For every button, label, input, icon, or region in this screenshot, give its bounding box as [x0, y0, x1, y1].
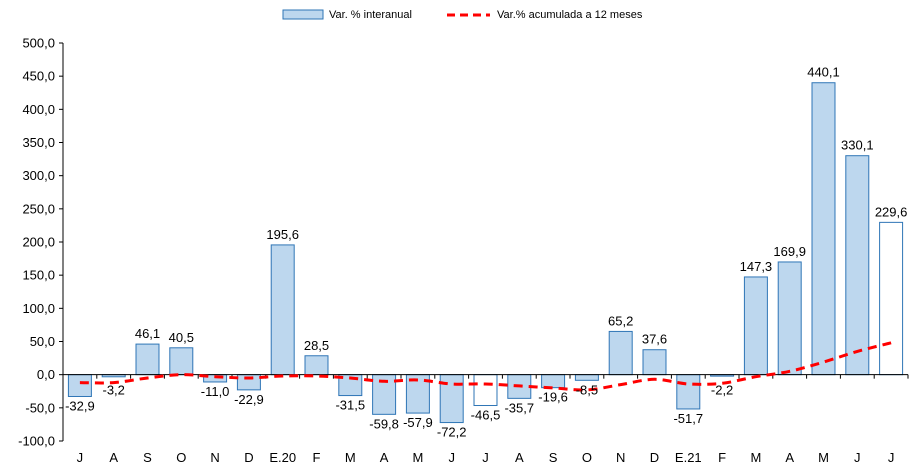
bar-series — [67, 82, 904, 424]
x-tick-label: F — [718, 450, 726, 465]
data-label: 440,1 — [807, 65, 840, 80]
data-label: 169,9 — [773, 244, 806, 259]
data-label: 40,5 — [169, 330, 194, 345]
y-axis: 500,0 450,0 400,0 350,0 300,0 250,0 200,0 150,0… — [18, 36, 64, 449]
bar — [67, 374, 92, 397]
data-label: 65,2 — [608, 313, 633, 328]
x-tick-label: J — [888, 450, 895, 465]
x-tick-label: N — [616, 450, 625, 465]
data-label: -3,2 — [102, 383, 124, 398]
data-label: -32,9 — [65, 398, 95, 413]
x-tick-label: J — [854, 450, 861, 465]
bar — [811, 82, 836, 376]
data-labels: -32,9 -3,2 46,1 40,5 -11,0 -22,9 195,6 28,5 -31,… — [65, 65, 907, 440]
x-tick-label: M — [750, 450, 761, 465]
y-tick-label: 150,0 — [22, 268, 55, 283]
bar — [777, 261, 802, 376]
y-tick-label: 50,0 — [30, 334, 55, 349]
data-label: -22,9 — [234, 392, 264, 407]
y-tick-label: -50,0 — [25, 400, 55, 415]
bar — [135, 343, 160, 376]
data-label: -31,5 — [335, 398, 365, 413]
data-label: 46,1 — [135, 326, 160, 341]
data-label: 330,1 — [841, 138, 874, 153]
y-tick-label: 100,0 — [22, 301, 55, 316]
data-label: 147,3 — [740, 259, 773, 274]
bar — [845, 155, 870, 376]
bar — [574, 374, 599, 381]
data-label: -35,7 — [504, 400, 534, 415]
bar — [879, 221, 904, 376]
data-label: -72,2 — [437, 425, 467, 440]
y-tick-label: 450,0 — [22, 69, 55, 84]
x-tick-label: E.21 — [675, 450, 702, 465]
data-label: -59,8 — [369, 416, 399, 431]
x-tick-label: J — [448, 450, 455, 465]
y-tick-label: -100,0 — [18, 434, 55, 449]
x-tick-label: M — [818, 450, 829, 465]
data-label: -2,2 — [711, 383, 733, 398]
x-axis: J A S O N D E.20 F M A M J J A S O N D E.21 F M A M J J — [77, 450, 895, 465]
data-label: 229,6 — [875, 204, 908, 219]
x-tick-label: D — [244, 450, 253, 465]
x-tick-label: A — [785, 450, 794, 465]
data-label: -57,9 — [403, 415, 433, 430]
x-tick-label: S — [549, 450, 558, 465]
line-acumulada — [79, 341, 892, 392]
legend-label-acumulada: Var.% acumulada a 12 meses — [497, 9, 643, 21]
data-label: -46,5 — [471, 408, 501, 423]
x-tick-label: J — [482, 450, 489, 465]
x-tick-label: M — [412, 450, 423, 465]
bar — [473, 374, 498, 407]
x-tick-label: S — [143, 450, 152, 465]
data-label: -8,5 — [576, 383, 598, 398]
y-tick-label: 400,0 — [22, 102, 55, 117]
bar — [169, 347, 194, 376]
y-tick-label: 300,0 — [22, 168, 55, 183]
bar — [304, 355, 329, 376]
data-label: 195,6 — [266, 227, 299, 242]
line-series — [79, 341, 892, 392]
data-label: -19,6 — [538, 390, 568, 405]
data-label: 28,5 — [304, 338, 329, 353]
y-tick-label: 0,0 — [37, 367, 55, 382]
y-tick-label: 200,0 — [22, 235, 55, 250]
x-tick-label: F — [313, 450, 321, 465]
y-tick-label: 250,0 — [22, 201, 55, 216]
x-tick-label: A — [380, 450, 389, 465]
x-tick-label: D — [650, 450, 659, 465]
bar — [270, 244, 295, 376]
data-label: -11,0 — [201, 384, 230, 399]
bar — [676, 374, 701, 410]
bar — [608, 330, 633, 376]
data-label: 37,6 — [642, 332, 667, 347]
legend-label-interanual: Var. % interanual — [329, 9, 412, 21]
x-tick-label: O — [582, 450, 592, 465]
x-tick-label: J — [77, 450, 84, 465]
y-tick-label: 500,0 — [22, 36, 55, 51]
data-label: -51,7 — [673, 411, 703, 426]
x-tick-label: A — [515, 450, 524, 465]
bar — [642, 349, 667, 376]
x-tick-label: A — [109, 450, 118, 465]
y-tick-label: 350,0 — [22, 135, 55, 150]
x-tick-label: M — [345, 450, 356, 465]
legend-swatch-interanual — [282, 9, 324, 20]
x-tick-label: N — [210, 450, 219, 465]
x-tick-label: O — [176, 450, 186, 465]
x-tick-label: E.20 — [269, 450, 296, 465]
legend: Var. % interanual Var.% acumulada a 12 m… — [282, 9, 643, 21]
bar — [541, 374, 566, 389]
bar — [743, 276, 768, 376]
